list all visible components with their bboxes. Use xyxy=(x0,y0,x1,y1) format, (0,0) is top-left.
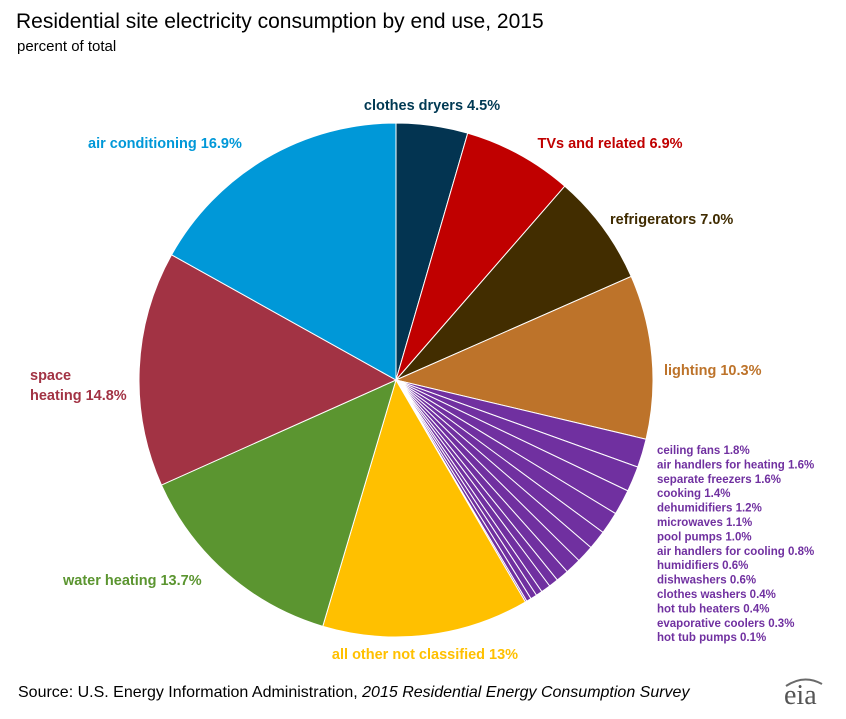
slice-space-heating xyxy=(138,254,398,486)
slice-refrigerators xyxy=(395,185,632,381)
chart-title: Residential site electricity consumption… xyxy=(16,10,544,33)
label-clothes-washers: clothes washers 0.4% xyxy=(657,589,776,601)
eia-logo: eia xyxy=(778,676,830,712)
label-air-conditioning: air conditioning 16.9% xyxy=(88,136,242,152)
label-space-heating: space heating 14.8% xyxy=(30,368,127,404)
label-dishwashers: dishwashers 0.6% xyxy=(657,575,756,587)
label-lighting: lighting 10.3% xyxy=(664,363,762,379)
label-air-handlers-for-heating: air handlers for heating 1.6% xyxy=(657,459,814,471)
source-note: Source: U.S. Energy Information Administ… xyxy=(18,684,689,702)
label-clothes-dryers: clothes dryers 4.5% xyxy=(364,98,500,114)
label-tvs-and-related: TVs and related 6.9% xyxy=(537,136,682,152)
label-refrigerators: refrigerators 7.0% xyxy=(610,212,733,228)
label-hot-tub-pumps: hot tub pumps 0.1% xyxy=(657,632,766,644)
label-microwaves: microwaves 1.1% xyxy=(657,517,752,529)
label-dehumidifiers: dehumidifiers 1.2% xyxy=(657,503,762,515)
source-survey-title: 2015 Residential Energy Consumption Surv… xyxy=(362,684,690,701)
eia-logo-text: eia xyxy=(784,680,817,711)
label-pool-pumps: pool pumps 1.0% xyxy=(657,531,752,543)
slice-air-conditioning xyxy=(170,122,397,381)
source-prefix: Source: U.S. Energy Information Administ… xyxy=(18,684,363,701)
label-all-other-not-classified: all other not classified 13% xyxy=(332,647,518,663)
eia-logo-arc xyxy=(785,678,823,687)
label-air-handlers-for-cooling: air handlers for cooling 0.8% xyxy=(657,546,814,558)
slice-water-heating xyxy=(160,379,397,627)
pie-slices xyxy=(138,122,654,638)
slice-all-other-not-classified xyxy=(322,378,527,638)
pie-labels: clothes dryers 4.5% TVs and related 6.9% r… xyxy=(30,98,814,663)
label-evaporative-coolers: evaporative coolers 0.3% xyxy=(657,618,794,630)
chart-subtitle: percent of total xyxy=(17,38,117,55)
slice-lighting xyxy=(394,275,654,440)
label-separate-freezers: separate freezers 1.6% xyxy=(657,474,781,486)
slice-tvs-and-related xyxy=(395,132,566,381)
label-water-heating: water heating 13.7% xyxy=(62,573,202,589)
label-hot-tub-heaters: hot tub heaters 0.4% xyxy=(657,603,769,615)
label-cooking: cooking 1.4% xyxy=(657,488,731,500)
label-humidifiers: humidifiers 0.6% xyxy=(657,560,748,572)
label-ceiling-fans: ceiling fans 1.8% xyxy=(657,445,750,457)
